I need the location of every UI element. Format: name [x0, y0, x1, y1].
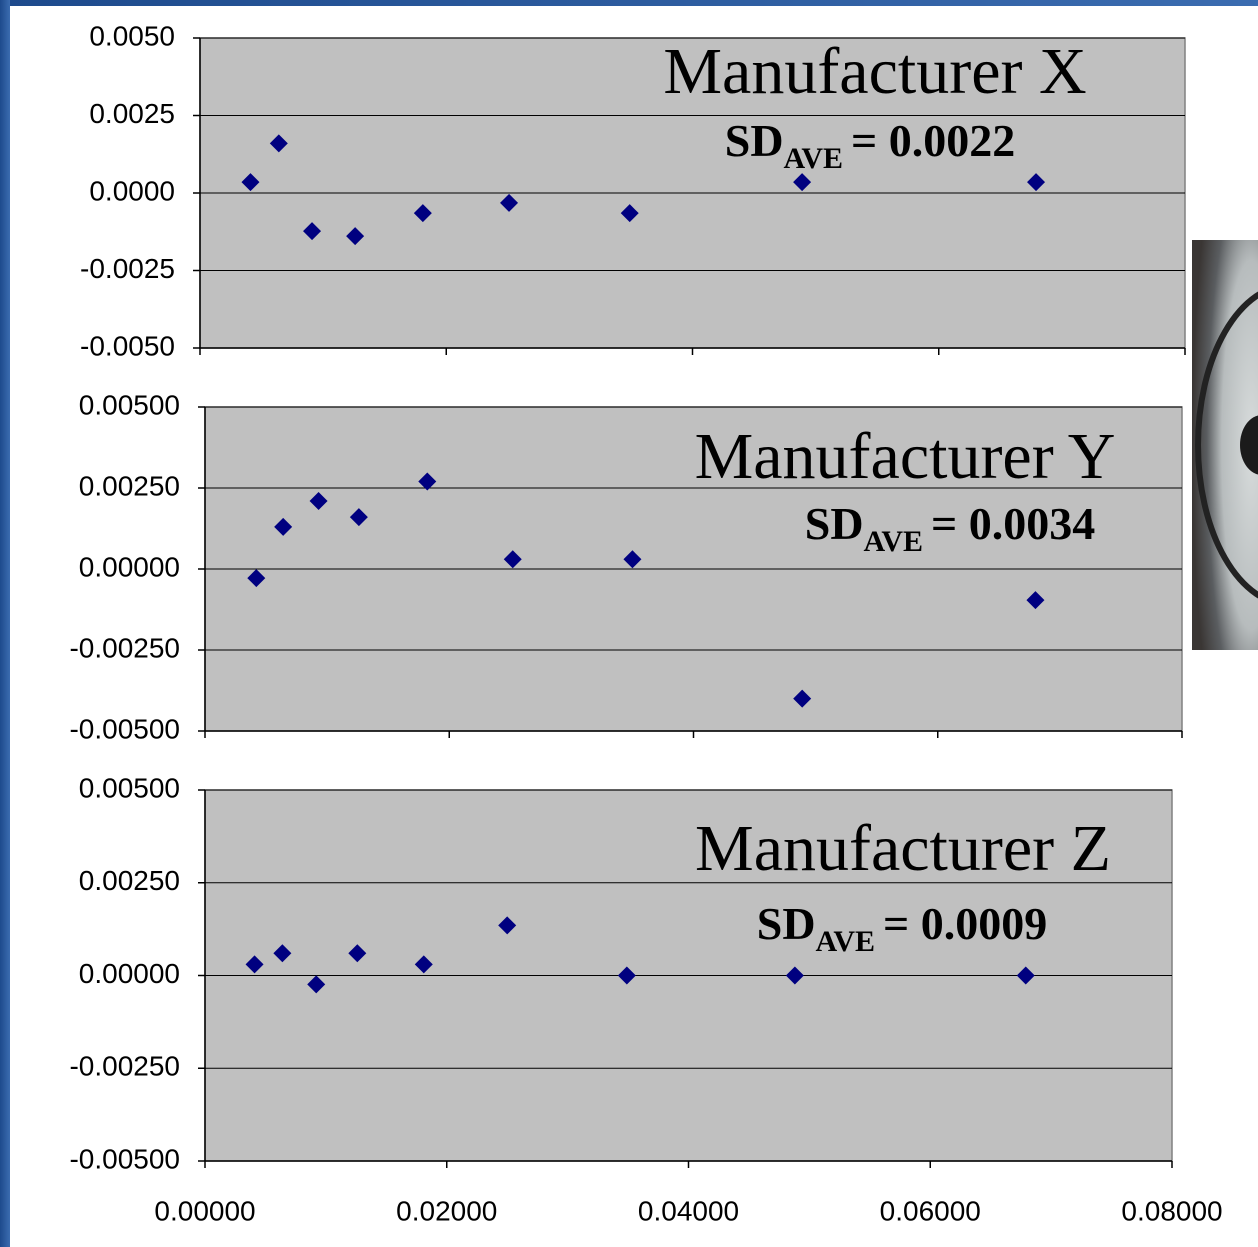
x-tick-label: 0.02000: [396, 1195, 497, 1226]
data-point: [245, 955, 264, 974]
data-point: [349, 508, 368, 527]
data-point: [413, 204, 432, 223]
stat-value: = 0.0034: [931, 498, 1095, 549]
y-tick-label: -0.0025: [80, 253, 175, 284]
data-point: [241, 173, 260, 192]
data-point: [1027, 173, 1046, 192]
y-tick-label: 0.00250: [79, 865, 180, 896]
y-tick-label: 0.00500: [79, 389, 180, 420]
y-tick-label: 0.0000: [89, 175, 175, 206]
x-tick-label: 0.06000: [880, 1195, 981, 1226]
y-tick-label: 0.00000: [79, 958, 180, 989]
x-tick-label: 0.04000: [638, 1195, 739, 1226]
stat-name: SD: [805, 498, 864, 549]
y-tick-label: 0.00000: [79, 551, 180, 582]
data-point: [418, 472, 437, 491]
background-strip: [0, 0, 10, 1247]
annotation-title: Manufacturer X: [663, 35, 1086, 108]
data-point: [785, 966, 804, 985]
data-point: [1026, 591, 1045, 610]
data-point: [793, 173, 812, 192]
stat-name: SD: [757, 898, 816, 949]
background-strip: [0, 0, 1258, 6]
data-point: [498, 916, 517, 935]
x-tick-label: 0.00000: [154, 1195, 255, 1226]
data-point: [309, 491, 328, 510]
y-tick-label: -0.0050: [80, 330, 175, 361]
y-tick-label: -0.00500: [69, 1143, 180, 1174]
stat-name: SD: [725, 115, 784, 166]
data-point: [1016, 966, 1035, 985]
stat-value: = 0.0022: [851, 115, 1015, 166]
data-point: [793, 689, 812, 708]
data-point: [617, 966, 636, 985]
data-point: [346, 227, 365, 246]
y-tick-label: 0.0025: [89, 98, 175, 129]
annotation-stat: SDAVE = 0.0009: [757, 898, 1048, 958]
stat-subscript: AVE: [784, 142, 843, 175]
data-point: [274, 517, 293, 536]
data-point: [503, 550, 522, 569]
data-point: [620, 204, 639, 223]
y-tick-label: 0.0050: [89, 20, 175, 51]
stat-subscript: AVE: [816, 925, 875, 958]
y-tick-label: -0.00250: [69, 1051, 180, 1082]
data-point: [500, 193, 519, 212]
y-tick-label: -0.00500: [69, 713, 180, 744]
x-tick-label: 0.08000: [1121, 1195, 1222, 1226]
data-point: [307, 975, 326, 994]
stat-subscript: AVE: [864, 525, 923, 558]
data-point: [414, 955, 433, 974]
data-point: [303, 222, 322, 241]
stat-value: = 0.0009: [883, 898, 1047, 949]
y-tick-label: 0.00250: [79, 470, 180, 501]
annotation-title: Manufacturer Z: [695, 812, 1111, 885]
annotation-title: Manufacturer Y: [695, 420, 1116, 493]
y-tick-label: -0.00250: [69, 632, 180, 663]
photo: [1192, 240, 1258, 650]
y-tick-label: 0.00500: [79, 772, 180, 803]
data-point: [269, 134, 288, 153]
data-point: [348, 944, 367, 963]
data-point: [623, 550, 642, 569]
data-point: [273, 944, 292, 963]
data-point: [247, 569, 266, 588]
annotation-stat: SDAVE = 0.0022: [725, 115, 1016, 175]
annotation-stat: SDAVE = 0.0034: [805, 498, 1096, 558]
